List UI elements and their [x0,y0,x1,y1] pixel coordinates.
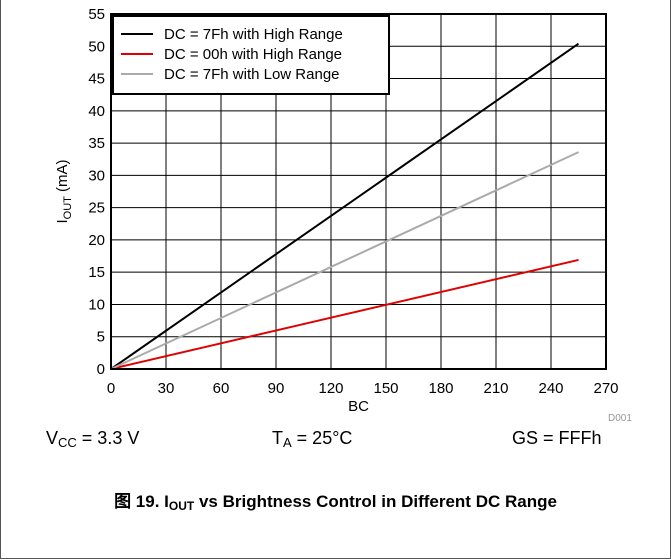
y-axis-label-unit: (mA) [54,159,71,196]
caption-rest: vs Brightness Control in Different DC Ra… [194,492,557,511]
caption-prefix: 图 19. I [114,492,169,511]
y-tick-label: 20 [88,232,105,249]
y-tick-label: 35 [88,135,105,152]
y-tick-label: 55 [88,6,105,23]
x-tick-label: 60 [213,380,230,397]
vcc-value: = 3.3 V [76,428,140,448]
ta-main: T [272,428,283,448]
x-tick-label: 270 [593,380,618,397]
y-tick-labels: 0 5 10 15 20 25 30 35 40 45 50 55 [88,6,105,378]
y-axis-label: IOUT (mA) [54,159,74,223]
source-id: D001 [608,413,632,424]
vcc-sub: CC [58,435,77,450]
x-tick-label: 120 [318,380,343,397]
x-axis-label: BC [348,398,369,415]
series-lines [110,42,580,370]
legend: DC = 7Fh with High Range DC = 00h with Hi… [112,15,390,95]
series-line-2 [110,151,579,370]
legend-box [112,15,390,95]
y-tick-label: 0 [97,361,105,378]
caption-sub: OUT [168,499,195,513]
y-tick-label: 15 [88,264,105,281]
x-tick-labels: 0 30 60 90 120 150 180 210 240 270 [107,380,619,397]
ta-value: = 25°C [291,428,353,448]
y-tick-label: 40 [88,103,105,120]
y-tick-label: 10 [88,296,105,313]
x-tick-label: 30 [158,380,175,397]
series-line-0 [110,42,580,370]
iout-vs-bc-chart: 0 30 60 90 120 150 180 210 240 270 0 5 10 15 20 25 30 35… [54,6,619,415]
figure-caption: 图 19. IOUT vs Brightness Control in Diff… [0,487,671,513]
gs-condition: GS = FFFh [512,428,602,449]
x-tick-label: 240 [538,380,563,397]
y-tick-label: 45 [88,71,105,88]
x-tick-label: 90 [268,380,285,397]
y-tick-label: 50 [88,38,105,55]
legend-label: DC = 7Fh with Low Range [164,66,340,83]
series-line-1 [110,258,579,370]
y-tick-label: 5 [97,329,105,346]
plot-border [110,13,607,370]
y-axis-label-sub: OUT [62,196,74,220]
y-tick-label: 25 [88,200,105,217]
y-tick-label: 30 [88,167,105,184]
gs-main: GS = FFFh [512,428,602,448]
y-axis-label-main: I [54,219,71,223]
x-tick-label: 210 [483,380,508,397]
vcc-condition: VCC = 3.3 V [46,428,139,450]
x-tick-label: 150 [373,380,398,397]
x-tick-label: 0 [107,380,115,397]
x-tick-label: 180 [428,380,453,397]
legend-label: DC = 7Fh with High Range [164,26,343,43]
ta-condition: TA = 25°C [272,428,352,450]
vcc-main: V [46,428,59,448]
ta-sub: A [283,435,292,450]
legend-label: DC = 00h with High Range [164,46,342,63]
